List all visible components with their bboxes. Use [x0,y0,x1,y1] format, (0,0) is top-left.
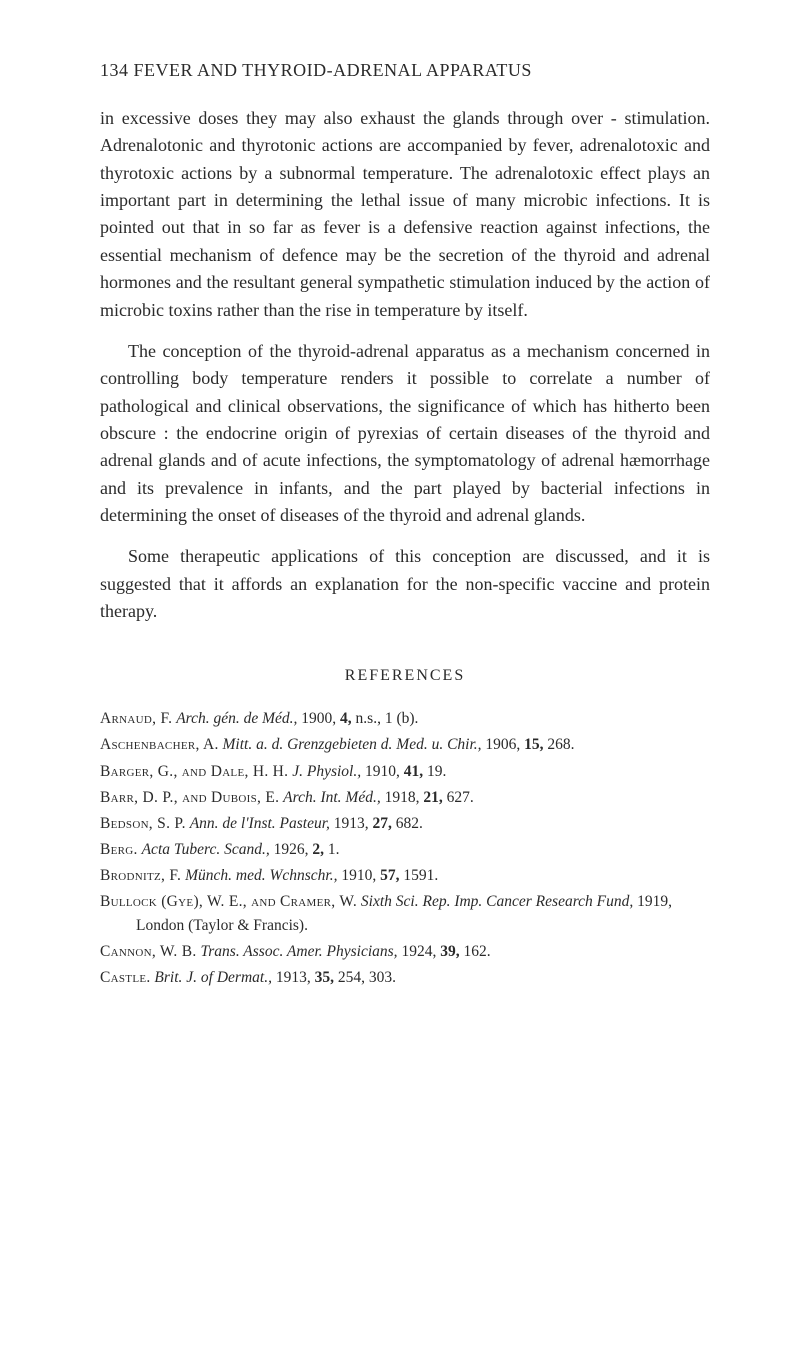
page-header: 134 FEVER AND THYROID-ADRENAL APPARATUS [100,60,710,81]
reference-journal: Münch. med. Wchnschr., [185,867,337,884]
reference-journal: Arch. gén. de Méd., [176,710,297,727]
paragraph-3: Some therapeutic applications of this co… [100,543,710,625]
reference-year: 1924, [398,943,441,960]
page-title: FEVER AND THYROID-ADRENAL APPARATUS [134,60,532,80]
reference-author: Castle. [100,969,151,986]
reference-journal: Trans. Assoc. Amer. Physicians, [200,943,397,960]
reference-year: 1918, [381,789,424,806]
reference-author: Aschenbacher, A. [100,736,219,753]
reference-year: 1910, [337,867,380,884]
reference-volume: 57, [380,867,399,884]
reference-journal: Ann. de l'Inst. Pasteur, [190,815,330,832]
reference-entry: Cannon, W. B. Trans. Assoc. Amer. Physic… [100,940,710,964]
reference-volume: 39, [440,943,459,960]
reference-volume: 15, [524,736,543,753]
paragraph-2: The conception of the thyroid-adrenal ap… [100,338,710,530]
reference-year: 1910, [361,763,404,780]
reference-journal: J. Physiol., [292,763,361,780]
reference-volume: 2, [312,841,324,858]
reference-pages: 19. [423,763,446,780]
reference-author: Bullock (Gye), W. E., and Cramer, W. [100,893,357,910]
reference-author: Barger, G., and Dale, H. H. [100,763,288,780]
reference-year: 1926, [270,841,313,858]
reference-author: Cannon, W. B. [100,943,197,960]
reference-author: Brodnitz, F. [100,867,181,884]
reference-journal: Brit. J. of Dermat., [154,969,272,986]
reference-author: Bedson, S. P. [100,815,186,832]
reference-pages: 268. [544,736,575,753]
page-number: 134 [100,60,129,80]
reference-volume: 41, [404,763,423,780]
reference-entry: Aschenbacher, A. Mitt. a. d. Grenzgebiet… [100,733,710,757]
reference-entry: Bedson, S. P. Ann. de l'Inst. Pasteur, 1… [100,812,710,836]
reference-pages: 254, 303. [334,969,396,986]
reference-pages: 162. [460,943,491,960]
reference-year: 1913, [330,815,373,832]
reference-pages: 1591. [399,867,438,884]
reference-author: Barr, D. P., and Dubois, E. [100,789,279,806]
reference-year: 1913, [272,969,315,986]
references-heading: REFERENCES [100,667,710,685]
reference-author: Arnaud, F. [100,710,172,727]
reference-entry: Barr, D. P., and Dubois, E. Arch. Int. M… [100,786,710,810]
reference-pages: 627. [443,789,474,806]
reference-entry: Arnaud, F. Arch. gén. de Méd., 1900, 4, … [100,707,710,731]
paragraph-1: in excessive doses they may also exhaust… [100,105,710,324]
reference-volume: 4, [340,710,352,727]
reference-pages: 1. [324,841,340,858]
reference-journal: Acta Tuberc. Scand., [142,841,270,858]
reference-entry: Brodnitz, F. Münch. med. Wchnschr., 1910… [100,864,710,888]
reference-entry: Berg. Acta Tuberc. Scand., 1926, 2, 1. [100,838,710,862]
reference-pages: 682. [392,815,423,832]
reference-entry: Barger, G., and Dale, H. H. J. Physiol.,… [100,760,710,784]
reference-entry: Castle. Brit. J. of Dermat., 1913, 35, 2… [100,966,710,990]
reference-year: 1900, [297,710,340,727]
reference-journal: Mitt. a. d. Grenzgebieten d. Med. u. Chi… [223,736,482,753]
reference-journal: Sixth Sci. Rep. Imp. Cancer Research Fun… [361,893,633,910]
reference-volume: 21, [423,789,442,806]
reference-pages: n.s., 1 (b). [352,710,419,727]
reference-author: Berg. [100,841,138,858]
reference-volume: 35, [315,969,334,986]
references-list: Arnaud, F. Arch. gén. de Méd., 1900, 4, … [100,707,710,989]
reference-volume: 27, [373,815,392,832]
reference-entry: Bullock (Gye), W. E., and Cramer, W. Six… [100,890,710,938]
reference-year: 1906, [482,736,525,753]
reference-journal: Arch. Int. Méd., [283,789,381,806]
